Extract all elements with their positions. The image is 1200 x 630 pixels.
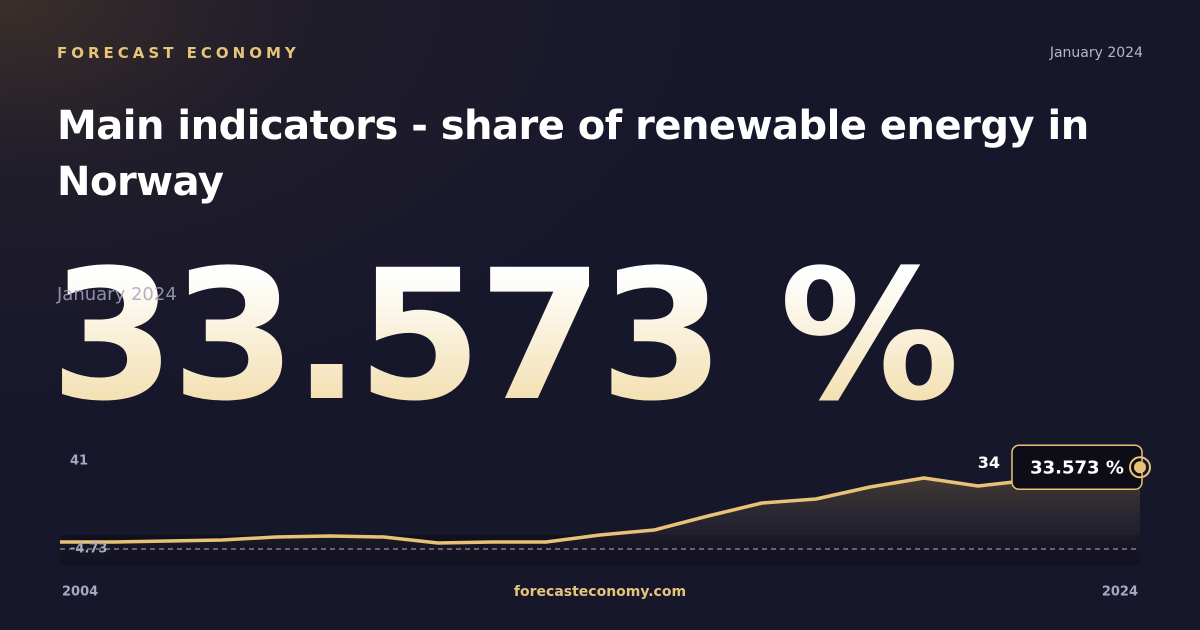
end-marker [1134, 461, 1146, 474]
headline-date: January 2024 [57, 284, 177, 305]
headline-value: 33.573 % [50, 232, 960, 441]
end-marker-ring [1129, 456, 1151, 479]
y-tick-label: -4.73 [70, 542, 107, 557]
brand: FORECAST ECONOMY [57, 44, 300, 62]
value-label: 33.573 % [1030, 457, 1124, 478]
title: Main indicators - share of renewable ene… [57, 103, 1089, 205]
x-tick-label: 2004 [62, 585, 98, 600]
end-label: 34 [978, 453, 1000, 472]
y-tick-label: 41 [70, 454, 88, 469]
line [60, 473, 1141, 545]
x-tick-label: 2024 [1102, 585, 1138, 600]
date: January 2024 [1049, 45, 1143, 61]
area-fill [60, 475, 1140, 565]
footer: forecasteconomy.com [514, 584, 686, 600]
